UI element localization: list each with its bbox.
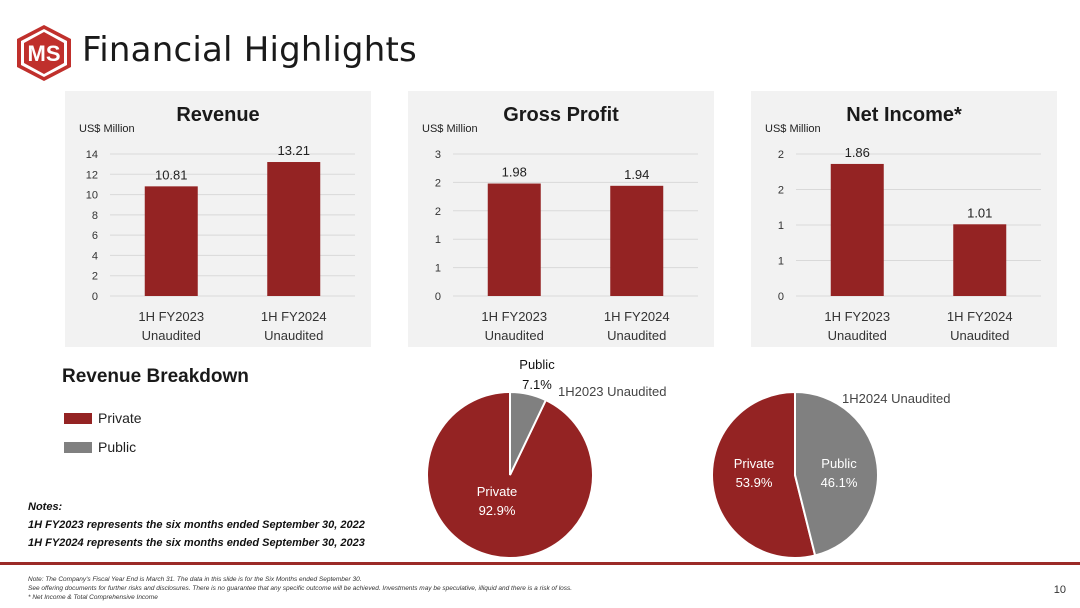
- gross-profit-data-label-2: 1.94: [624, 167, 649, 182]
- revenue-ytick-label: 12: [86, 169, 98, 181]
- gross-profit-ytick-label: 2: [435, 206, 441, 218]
- pie-1h2023-public-name: Public: [519, 357, 555, 372]
- revenue-ytick-label: 14: [86, 149, 98, 161]
- notes-heading: Notes:: [28, 501, 63, 513]
- pie-1h2023-title: 1H2023 Unaudited: [558, 384, 666, 399]
- footer-disclaimer: Note: The Company's Fiscal Year End is M…: [28, 575, 572, 602]
- gross-profit-ytick-label: 3: [435, 149, 441, 161]
- revenue-ytick-label: 2: [92, 271, 98, 283]
- net-income-chart: Net Income* US$ Million 0 1 1 2 2 1.86 1H FY2023…: [765, 104, 1041, 343]
- gross-profit-bar-2: [610, 185, 664, 296]
- net-income-data-label-1: 1.86: [845, 145, 870, 160]
- legend-public-swatch: [64, 441, 92, 453]
- pie-1h2024-private-slice: [711, 390, 817, 559]
- page-title: Financial Highlights: [82, 30, 417, 70]
- pie-1h2024-public-value: 46.1%: [821, 475, 858, 490]
- net-income-category-label-1: 1H FY2023: [824, 309, 890, 324]
- revenue-bar-1: [144, 186, 198, 296]
- footer-note-line-2: See offering documents for further risks…: [28, 585, 573, 592]
- page-number: 10: [1053, 584, 1066, 596]
- net-income-ytick-label: 2: [778, 149, 784, 161]
- revenue-unit-label: US$ Million: [79, 123, 135, 135]
- net-income-category-label-2: Unaudited: [950, 328, 1009, 343]
- pie-1h2024-private-name: Private: [734, 456, 774, 471]
- legend-private-label: Private: [98, 410, 142, 426]
- revenue-data-label-2: 13.21: [277, 143, 310, 158]
- legend-public-label: Public: [98, 439, 137, 455]
- pie-1h2024-public-slice: [794, 390, 879, 557]
- gross-profit-category-label-1: Unaudited: [485, 328, 544, 343]
- net-income-data-label-2: 1.01: [967, 205, 992, 220]
- gross-profit-category-label-2: Unaudited: [607, 328, 666, 343]
- revenue-ytick-label: 0: [92, 291, 98, 303]
- revenue-ytick-label: 4: [92, 250, 98, 262]
- net-income-ytick-label: 1: [778, 220, 784, 232]
- revenue-breakdown-title: Revenue Breakdown: [62, 366, 249, 387]
- revenue-category-label-1: Unaudited: [142, 328, 201, 343]
- footer-note-line-1: Note: The Company's Fiscal Year End is M…: [28, 576, 362, 583]
- net-income-unit-label: US$ Million: [765, 123, 821, 135]
- gross-profit-data-label-1: 1.98: [502, 165, 527, 180]
- notes-line-2: 1H FY2024 represents the six months ende…: [28, 537, 365, 549]
- gross-profit-bar-1: [487, 183, 541, 296]
- revenue-chart: Revenue US$ Million 0 2 4 6 8 10 12 14 10.81 1H FY2…: [79, 104, 355, 343]
- revenue-ytick-label: 6: [92, 230, 98, 242]
- gross-profit-category-label-2: 1H FY2024: [604, 309, 670, 324]
- gross-profit-chart: Gross Profit US$ Million 0 1 1 2 2 3 1.98 1H FY20…: [422, 104, 698, 343]
- logo-text: MS: [28, 41, 61, 66]
- pie-1h2023-public-value: 7.1%: [522, 377, 552, 392]
- pie-1h2024-public-name: Public: [821, 456, 857, 471]
- footer-note-line-3: * Net Income & Total Comprehensive Incom…: [28, 594, 158, 601]
- pie-1h2023-public-slice: [509, 390, 548, 476]
- pie-1h2024: 1H2024 Unaudited Private 53.9% Public 46.1%: [711, 390, 950, 559]
- gross-profit-ytick-label: 1: [435, 234, 441, 246]
- legend-private: Private: [64, 410, 142, 426]
- revenue-category-label-1: 1H FY2023: [138, 309, 204, 324]
- revenue-ytick-label: 10: [86, 190, 98, 202]
- gross-profit-ytick-label: 0: [435, 291, 441, 303]
- pie-1h2023-private-name: Private: [477, 484, 517, 499]
- revenue-chart-panel: Revenue US$ Million 0 2 4 6 8 10 12 14 10.81 1H FY2…: [65, 91, 371, 347]
- net-income-category-label-2: 1H FY2024: [947, 309, 1013, 324]
- footer-divider: [0, 562, 1080, 565]
- net-income-ytick-label: 0: [778, 291, 784, 303]
- revenue-category-label-2: 1H FY2024: [261, 309, 327, 324]
- gross-profit-ytick-label: 2: [435, 177, 441, 189]
- revenue-bar-2: [267, 162, 321, 296]
- company-logo: MS: [17, 25, 71, 81]
- gross-profit-unit-label: US$ Million: [422, 123, 478, 135]
- revenue-category-label-2: Unaudited: [264, 328, 323, 343]
- gross-profit-chart-panel: Gross Profit US$ Million 0 1 1 2 2 3 1.98 1H FY20…: [408, 91, 714, 347]
- net-income-chart-panel: Net Income* US$ Million 0 1 1 2 2 1.86 1H FY2023…: [751, 91, 1057, 347]
- net-income-ytick-label: 2: [778, 185, 784, 197]
- pie-1h2024-title: 1H2024 Unaudited: [842, 391, 950, 406]
- net-income-bar-1: [830, 163, 884, 296]
- revenue-ytick-label: 8: [92, 210, 98, 222]
- gross-profit-title: Gross Profit: [503, 104, 619, 126]
- legend-private-swatch: [64, 412, 92, 424]
- gross-profit-category-label-1: 1H FY2023: [481, 309, 547, 324]
- gross-profit-ytick-label: 1: [435, 263, 441, 275]
- notes: Notes: 1H FY2023 represents the six mont…: [28, 498, 365, 552]
- net-income-title: Net Income*: [846, 104, 962, 126]
- net-income-bar-2: [953, 224, 1007, 296]
- revenue-title: Revenue: [176, 104, 259, 126]
- net-income-ytick-label: 1: [778, 256, 784, 268]
- revenue-data-label-1: 10.81: [155, 167, 188, 182]
- legend-public: Public: [64, 439, 136, 455]
- notes-line-1: 1H FY2023 represents the six months ende…: [28, 519, 365, 531]
- pie-1h2024-private-value: 53.9%: [736, 475, 773, 490]
- net-income-category-label-1: Unaudited: [828, 328, 887, 343]
- pie-1h2023-private-value: 92.9%: [479, 503, 516, 518]
